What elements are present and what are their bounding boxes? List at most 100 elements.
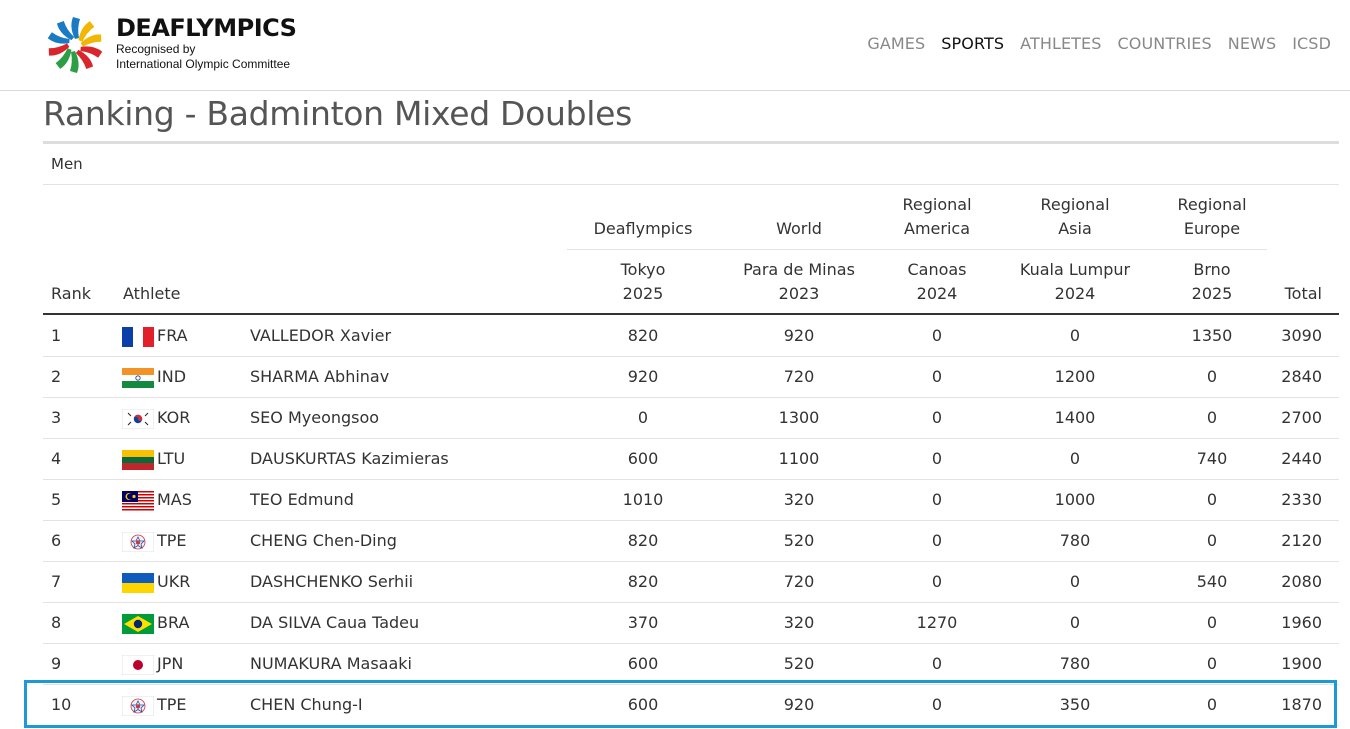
table-row[interactable]: 4 LTU DAUSKURTAS Kazimieras 600 1100 0 0 740 244… xyxy=(43,438,1339,480)
deaflympics-logo[interactable] xyxy=(44,14,106,76)
athlete-name-link[interactable]: DAUSKURTAS Kazimieras xyxy=(250,449,449,468)
table-row[interactable]: 1 FRA VALLEDOR Xavier 820 920 0 0 1350 3090 xyxy=(43,315,1339,357)
brand-block[interactable]: DEAFLYMPICS Recognised by International … xyxy=(116,14,297,72)
country-code[interactable]: BRA xyxy=(157,613,190,632)
ltu-flag xyxy=(122,450,154,470)
score-cell: 0 xyxy=(1069,449,1081,468)
col-header-para-de-minas: Para de Minas 2023 xyxy=(719,258,879,306)
score-cell: 720 xyxy=(783,367,815,386)
country-code[interactable]: MAS xyxy=(157,490,192,509)
section-label-men: Men xyxy=(51,155,83,173)
col-group-world: World xyxy=(776,219,822,238)
brand-subtitle-2: International Olympic Committee xyxy=(116,57,291,71)
score-cell: 520 xyxy=(783,654,815,673)
highlighted-row-outline xyxy=(24,680,1337,728)
table-row[interactable]: 10 TPE CHEN Chung-I 600 920 0 350 0 1870 xyxy=(43,684,1339,726)
rank-cell: 1 xyxy=(51,326,62,345)
col-group-regional-america: Regional America xyxy=(867,193,1007,241)
athlete-name-link[interactable]: CHEN Chung-I xyxy=(250,695,363,714)
country-code[interactable]: TPE xyxy=(157,695,187,714)
score-cell: 320 xyxy=(783,613,815,632)
score-cell: 0 xyxy=(1206,695,1218,714)
score-cell: 0 xyxy=(1206,367,1218,386)
country-code[interactable]: JPN xyxy=(157,654,184,673)
col-header-kuala-lumpur: Kuala Lumpur 2024 xyxy=(995,258,1155,306)
country-code[interactable]: IND xyxy=(157,367,187,386)
col-header-athlete: Athlete xyxy=(123,284,181,303)
country-code[interactable]: UKR xyxy=(157,572,191,591)
score-cell: 0 xyxy=(931,654,943,673)
athlete-name-link[interactable]: VALLEDOR Xavier xyxy=(250,326,392,345)
ukr-flag xyxy=(122,573,154,593)
event-name: Brno xyxy=(1193,260,1231,279)
athlete-name-link[interactable]: CHENG Chen-Ding xyxy=(250,531,397,550)
table-row[interactable]: 7 UKR DASHCHENKO Serhii 820 720 0 0 540 2080 xyxy=(43,561,1339,603)
col-header-rank: Rank xyxy=(51,284,91,303)
nav-icsd[interactable]: ICSD xyxy=(1292,34,1331,53)
score-cell: 780 xyxy=(1059,531,1091,550)
score-cell: 1270 xyxy=(916,613,958,632)
country-code[interactable]: FRA xyxy=(157,326,188,345)
score-cell: 820 xyxy=(627,531,659,550)
score-cell: 0 xyxy=(1069,613,1081,632)
col-group-deaflympics: Deaflympics xyxy=(593,219,693,238)
total-cell: 3090 xyxy=(1281,326,1322,345)
nav-countries[interactable]: COUNTRIES xyxy=(1117,34,1212,53)
rank-cell: 6 xyxy=(51,531,62,550)
col-header-brno: Brno 2025 xyxy=(1132,258,1292,306)
score-cell: 1000 xyxy=(1054,490,1096,509)
athlete-name-link[interactable]: SHARMA Abhinav xyxy=(250,367,390,386)
score-cell: 0 xyxy=(931,490,943,509)
score-cell: 820 xyxy=(627,326,659,345)
rank-cell: 4 xyxy=(51,449,62,468)
score-cell: 350 xyxy=(1059,695,1091,714)
col-header-total: Total xyxy=(1284,284,1322,303)
nav-games[interactable]: GAMES xyxy=(867,34,926,53)
score-cell: 1100 xyxy=(778,449,820,468)
col-group-regional-europe: Regional Europe xyxy=(1142,193,1282,241)
athlete-name-link[interactable]: DA SILVA Caua Tadeu xyxy=(250,613,420,632)
athlete-name-link[interactable]: SEO Myeongsoo xyxy=(250,408,380,427)
nav-sports[interactable]: SPORTS xyxy=(941,34,1005,53)
table-row[interactable]: 2 IND SHARMA Abhinav 920 720 0 1200 0 2840 xyxy=(43,356,1339,398)
table-row[interactable]: 9 JPN NUMAKURA Masaaki 600 520 0 780 0 1900 xyxy=(43,643,1339,685)
athlete-name-link[interactable]: NUMAKURA Masaaki xyxy=(250,654,412,673)
table-row[interactable]: 6 TPE CHENG Chen-Ding 820 520 0 780 0 2120 xyxy=(43,520,1339,562)
total-cell: 2330 xyxy=(1281,490,1322,509)
mas-flag xyxy=(122,491,154,511)
rank-cell: 5 xyxy=(51,490,62,509)
athlete-name-link[interactable]: TEO Edmund xyxy=(250,490,354,509)
rank-cell: 9 xyxy=(51,654,62,673)
event-name: Tokyo xyxy=(620,260,666,279)
country-code[interactable]: LTU xyxy=(157,449,186,468)
total-cell: 1960 xyxy=(1281,613,1322,632)
rank-cell: 10 xyxy=(51,695,72,714)
bra-flag xyxy=(122,614,154,634)
score-cell: 920 xyxy=(627,367,659,386)
table-row[interactable]: 5 MAS TEO Edmund 1010 320 0 1000 0 2330 xyxy=(43,479,1339,521)
score-cell: 320 xyxy=(783,490,815,509)
score-cell: 1200 xyxy=(1054,367,1096,386)
score-cell: 600 xyxy=(627,654,659,673)
col-header-tokyo: Tokyo 2025 xyxy=(563,258,723,306)
score-cell: 0 xyxy=(931,531,943,550)
table-row[interactable]: 3 KOR SEO Myeongsoo 0 1300 0 1400 0 2700 xyxy=(43,397,1339,439)
col-group-line2: America xyxy=(904,219,970,238)
score-cell: 1010 xyxy=(622,490,664,509)
rank-cell: 8 xyxy=(51,613,62,632)
nav-news[interactable]: NEWS xyxy=(1227,34,1277,53)
table-row[interactable]: 8 BRA DA SILVA Caua Tadeu 370 320 1270 0 0 1960 xyxy=(43,602,1339,644)
brand-name: DEAFLYMPICS xyxy=(116,14,297,42)
score-cell: 740 xyxy=(1196,449,1228,468)
col-group-line1: Regional xyxy=(902,195,972,214)
score-cell: 0 xyxy=(1206,408,1218,427)
col-group-line1: Regional xyxy=(1177,195,1247,214)
event-name: Para de Minas xyxy=(743,260,855,279)
country-code[interactable]: TPE xyxy=(157,531,187,550)
event-year: 2024 xyxy=(1054,284,1096,303)
event-name: Canoas xyxy=(907,260,967,279)
nav-athletes[interactable]: ATHLETES xyxy=(1020,34,1102,53)
score-cell: 0 xyxy=(1206,490,1218,509)
country-code[interactable]: KOR xyxy=(157,408,191,427)
athlete-name-link[interactable]: DASHCHENKO Serhii xyxy=(250,572,414,591)
